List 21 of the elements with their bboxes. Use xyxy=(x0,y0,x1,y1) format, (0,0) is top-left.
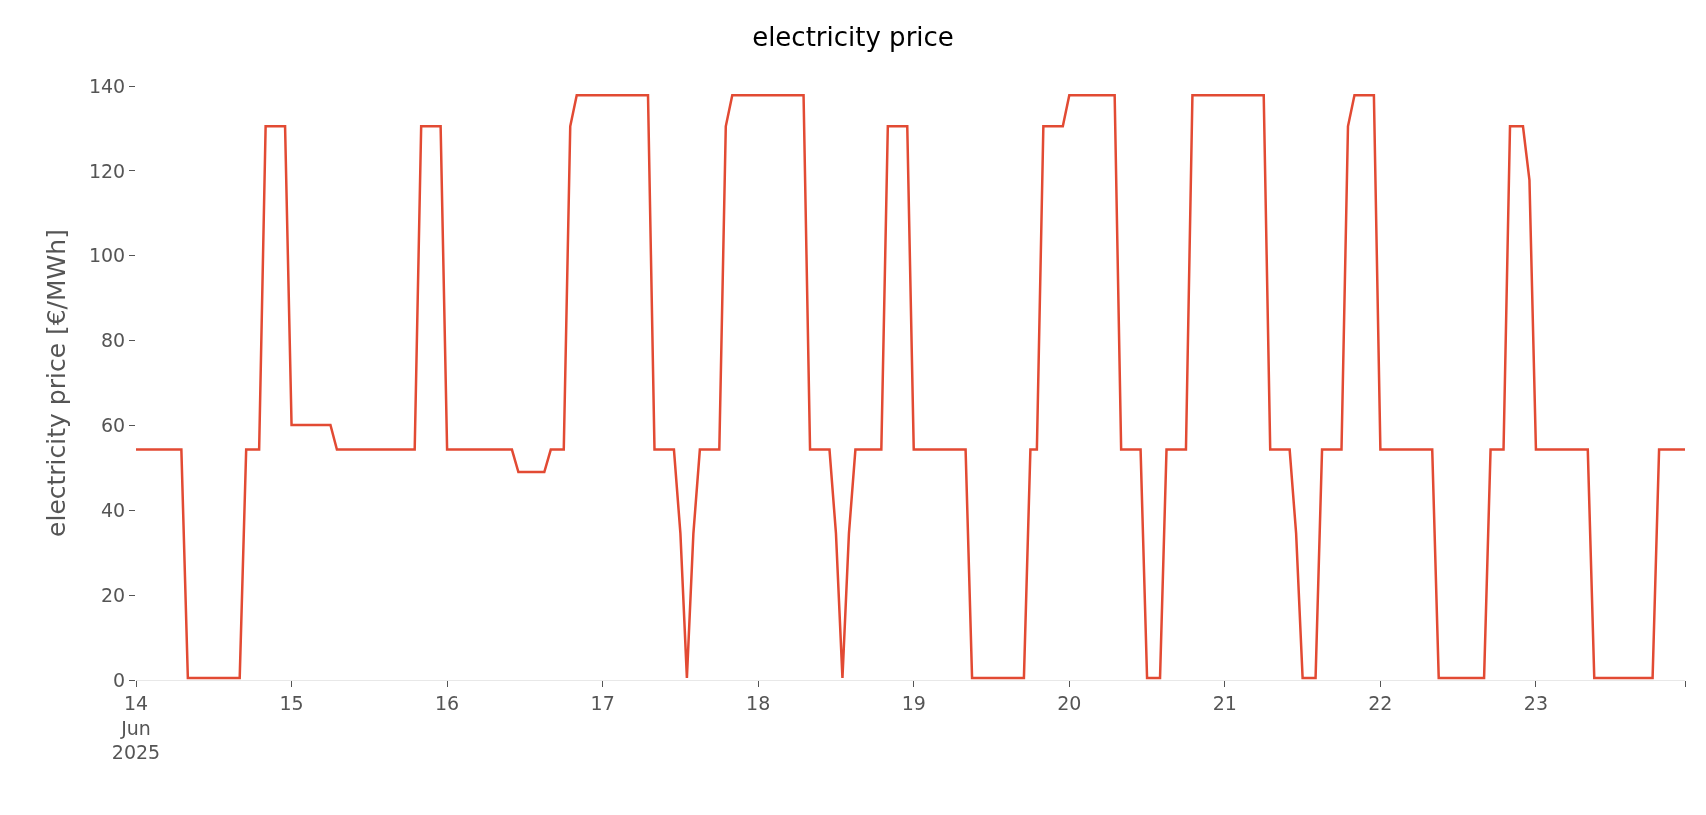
y-tick-label: 0 xyxy=(113,668,126,691)
x-tick-label: 14 Jun 2025 xyxy=(111,691,161,764)
x-tick-label: 15 xyxy=(279,691,304,714)
y-axis-title: electricity price [€/MWh] xyxy=(41,229,71,537)
x-tick-label: 17 xyxy=(590,691,615,714)
x-tick-label: 20 xyxy=(1057,691,1082,714)
x-tick-label: 18 xyxy=(746,691,771,714)
y-tick-label: 80 xyxy=(101,329,126,352)
y-tick-label: 140 xyxy=(88,74,126,97)
x-tick-label: 19 xyxy=(901,691,926,714)
y-tick-label: 60 xyxy=(101,414,126,437)
chart-title: electricity price xyxy=(752,21,954,52)
y-tick-label: 100 xyxy=(88,244,126,267)
y-tick-label: 20 xyxy=(101,583,126,606)
x-tick-label: 23 xyxy=(1523,691,1549,714)
line-series xyxy=(136,94,1685,680)
y-tick-label: 40 xyxy=(101,498,126,521)
y-tick-label: 120 xyxy=(88,159,126,182)
x-tick-label: 22 xyxy=(1368,691,1393,714)
x-tick-label: 16 xyxy=(435,691,460,714)
x-tick-label: 21 xyxy=(1212,691,1237,714)
